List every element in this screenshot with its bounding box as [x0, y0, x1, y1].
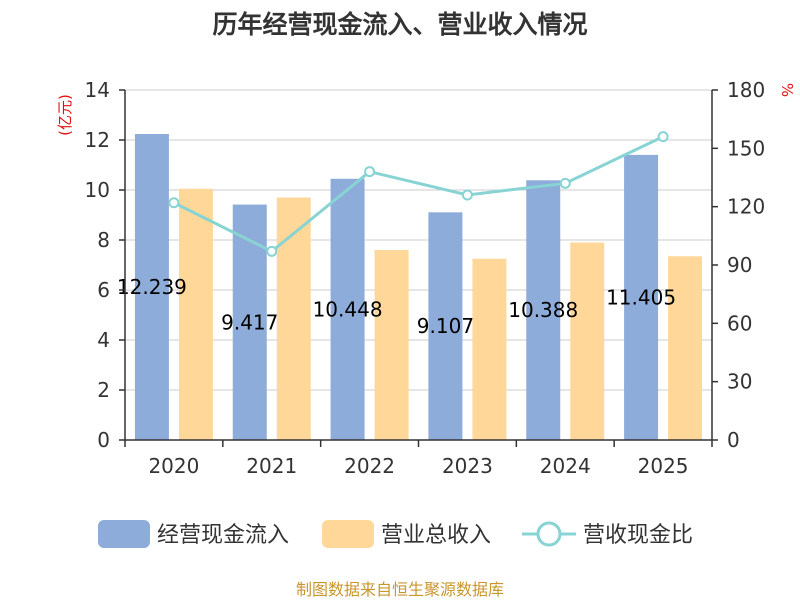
y-right-tick-label: 180: [727, 78, 765, 102]
point-ratio: [657, 131, 669, 143]
legend-swatch-revenue: [322, 520, 374, 548]
bar-cash-inflow: [428, 212, 463, 440]
y-right-unit: %: [778, 83, 796, 97]
y-right-tick-label: 90: [727, 253, 752, 277]
chart-title: 历年经营现金流入、营业收入情况: [212, 10, 587, 39]
bar-revenue: [668, 256, 703, 440]
bar-cash-inflow: [232, 204, 267, 440]
point-ratio: [559, 177, 571, 189]
y-left-tick-label: 4: [97, 328, 110, 352]
y-right-tick-label: 0: [727, 428, 740, 452]
x-tick-label: 2024: [540, 454, 591, 478]
bar-cash-inflow: [624, 154, 659, 440]
x-tick-label: 2025: [638, 454, 689, 478]
y-left-tick-label: 8: [97, 228, 110, 252]
y-left-tick-label: 10: [85, 178, 110, 202]
bar-cash-inflow: [330, 178, 365, 441]
data-label-cash-inflow: 9.417: [221, 310, 278, 334]
y-right-tick-label: 30: [727, 370, 752, 394]
data-label-cash-inflow: 9.107: [417, 314, 474, 338]
bar-cash-inflow: [526, 180, 561, 441]
bar-revenue: [570, 242, 605, 440]
x-tick-label: 2023: [442, 454, 493, 478]
data-label-cash-inflow: 11.405: [606, 285, 676, 309]
bars-group: [134, 134, 703, 441]
legend-label-revenue: 营业总收入: [381, 523, 491, 548]
bar-revenue: [374, 250, 409, 440]
y-left-tick-label: 0: [97, 428, 110, 452]
y-left-tick-label: 14: [85, 78, 110, 102]
bar-cash-inflow: [134, 134, 169, 440]
x-tick-label: 2021: [246, 454, 297, 478]
x-tick-label: 2020: [148, 454, 199, 478]
bar-revenue: [178, 188, 213, 440]
legend-marker-ratio: [536, 521, 562, 547]
line-ratio: [173, 135, 664, 254]
y-left-unit: (亿元): [56, 94, 74, 136]
y-left-tick-label: 6: [97, 278, 110, 302]
point-ratio: [364, 166, 376, 178]
y-right-tick-label: 150: [727, 136, 765, 160]
line-series-group: [168, 131, 669, 257]
axes-group: 0 2 4 6 8 10 12 14 0 30 60 90 120 150 180 2020 2021 2022 2…: [85, 78, 766, 478]
y-right-tick-label: 120: [727, 195, 765, 219]
data-labels-group: 12.239 9.417 10.448 9.107 10.388 11.405: [117, 275, 676, 338]
legend: 经营现金流入 营业总收入 营收现金比: [98, 520, 693, 548]
point-ratio: [266, 245, 278, 257]
source-note: 制图数据来自恒生聚源数据库: [296, 580, 504, 599]
point-ratio: [461, 189, 473, 201]
point-ratio: [168, 197, 180, 209]
legend-label-ratio: 营收现金比: [583, 523, 693, 548]
data-label-cash-inflow: 10.448: [313, 297, 383, 321]
legend-swatch-cash-inflow: [98, 520, 150, 548]
y-right-tick-label: 60: [727, 311, 752, 335]
bar-revenue: [276, 197, 311, 440]
data-label-cash-inflow: 12.239: [117, 275, 187, 299]
grid-lines: [125, 89, 712, 391]
x-tick-label: 2022: [344, 454, 395, 478]
legend-label-cash-inflow: 经营现金流入: [157, 523, 289, 548]
data-label-cash-inflow: 10.388: [508, 298, 578, 322]
y-left-tick-label: 2: [97, 378, 110, 402]
bar-revenue: [472, 258, 507, 440]
y-left-tick-label: 12: [85, 128, 110, 152]
